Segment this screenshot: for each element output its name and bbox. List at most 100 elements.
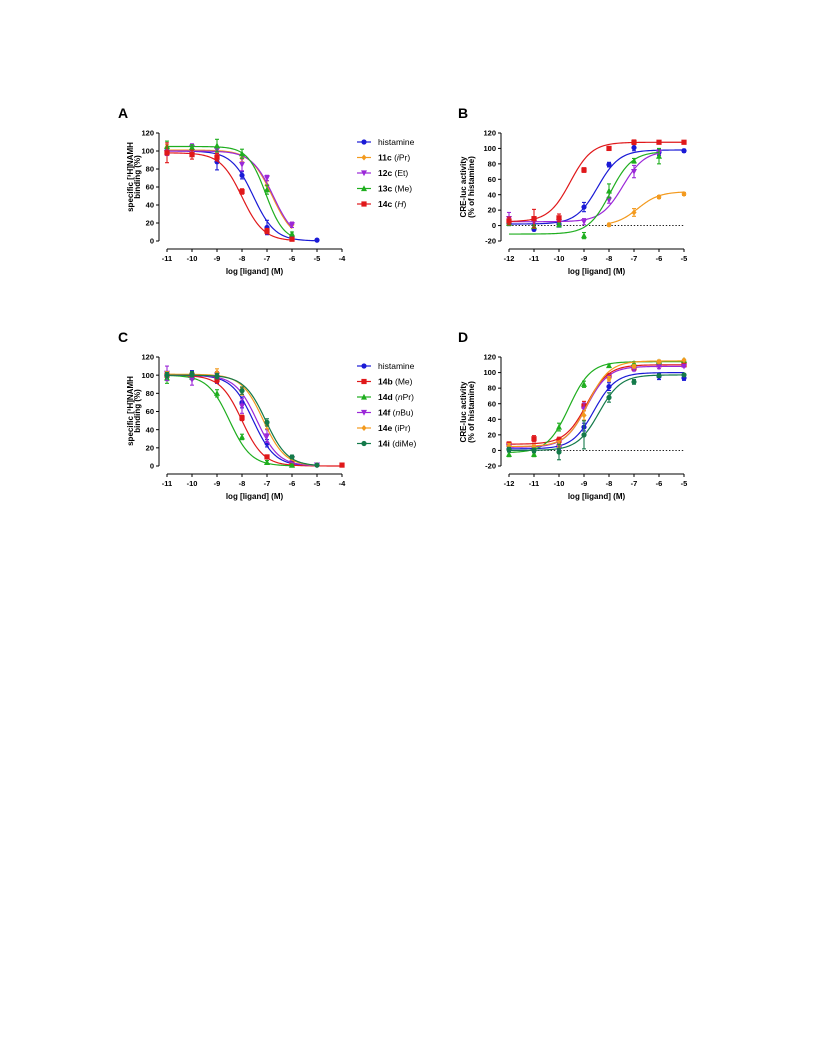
data-point xyxy=(289,230,295,237)
data-point xyxy=(506,451,512,457)
data-point xyxy=(631,157,637,164)
legend-label-part: 14c xyxy=(378,199,392,209)
fit-curve xyxy=(167,149,293,229)
data-point xyxy=(681,363,687,370)
legend-label-part: 12c xyxy=(378,168,392,178)
x-tick-label: -7 xyxy=(631,479,638,488)
data-point xyxy=(631,139,637,145)
legend-label-part: histamine xyxy=(378,361,415,371)
legend-item-14d: 14d (nPr) xyxy=(357,392,414,402)
fit-curve xyxy=(509,374,684,452)
data-point xyxy=(531,447,537,454)
fit-curve xyxy=(508,141,684,223)
data-point xyxy=(656,152,662,159)
x-tick-label: -8 xyxy=(606,479,613,488)
data-point xyxy=(681,139,687,145)
series-14d xyxy=(506,356,687,458)
legend-marker xyxy=(361,409,367,416)
data-point xyxy=(606,375,612,382)
data-point xyxy=(314,237,320,243)
data-point xyxy=(656,373,662,379)
legend-label: histamine xyxy=(378,361,415,371)
x-tick-label: -10 xyxy=(554,479,565,488)
data-point xyxy=(531,216,537,222)
legend-label: 11c (iPr) xyxy=(378,153,410,163)
legend-label-part: 14d xyxy=(378,392,393,402)
legend-item-histamine: histamine xyxy=(357,361,415,371)
x-tick-label: -7 xyxy=(264,479,271,488)
series-13c xyxy=(164,138,295,237)
data-point xyxy=(506,218,512,224)
data-point xyxy=(264,459,270,465)
x-tick-label: -8 xyxy=(239,254,246,263)
data-point xyxy=(656,139,662,145)
panel-d: D -20 0 20 40 60 80 100 120 -12 -11 -10 -9 -8 -7 -6 -5 lo… xyxy=(458,329,687,501)
series-11c xyxy=(606,190,687,228)
legend-label: 14f (nBu) xyxy=(378,408,414,418)
data-point xyxy=(606,383,612,390)
data-point xyxy=(189,144,195,150)
data-point xyxy=(239,172,245,178)
data-point xyxy=(164,150,170,156)
x-tick-label: -9 xyxy=(214,254,221,263)
legend-marker xyxy=(361,139,367,145)
y-axis-label: specific [³H]NAMH xyxy=(126,142,135,212)
data-point xyxy=(289,222,295,228)
legend-label-part: ( xyxy=(392,153,397,163)
legend-marker xyxy=(361,440,367,447)
data-point xyxy=(681,148,687,154)
y-axis-label: CRE-luc activity xyxy=(459,156,468,217)
fit-curve xyxy=(166,374,293,467)
legend-marker xyxy=(361,201,367,207)
y-tick-label: 20 xyxy=(146,443,154,452)
legend-label-part: n xyxy=(396,408,401,418)
legend-marker xyxy=(361,154,367,161)
data-point xyxy=(264,454,270,460)
legend-item-14b: 14b (Me) xyxy=(357,377,413,387)
y-axis-label: binding (%) xyxy=(133,155,142,199)
legend-marker xyxy=(361,170,367,177)
data-point xyxy=(289,236,295,242)
legend-item-histamine: histamine xyxy=(357,137,415,147)
y-tick-label: -20 xyxy=(485,237,496,246)
legend-label-part: Pr) xyxy=(399,153,411,163)
data-point xyxy=(581,219,587,225)
x-tick-label: -12 xyxy=(504,479,515,488)
legend-item-14i: 14i (diMe) xyxy=(357,439,416,449)
data-point xyxy=(189,377,195,383)
series-13c xyxy=(506,147,662,240)
legend-label-part: 14f xyxy=(378,408,390,418)
data-point xyxy=(239,433,245,440)
data-point xyxy=(214,377,220,383)
data-point xyxy=(214,390,220,396)
y-tick-label: 60 xyxy=(488,399,496,408)
fit-curve xyxy=(167,145,293,237)
data-point xyxy=(631,363,637,370)
data-point xyxy=(556,221,562,228)
data-point xyxy=(214,142,220,149)
fit-curve xyxy=(508,365,684,448)
fit-curve xyxy=(508,361,684,453)
series-14c xyxy=(164,142,295,242)
y-tick-label: 20 xyxy=(488,430,496,439)
data-point xyxy=(164,372,170,378)
panel-a: A 0 20 40 60 80 100 120 -11 -10 -9 -8 -7 -6 -5 -4 log [l… xyxy=(118,105,415,276)
legend-label: 12c (Et) xyxy=(378,168,408,178)
x-tick-label: -6 xyxy=(656,254,663,263)
y-tick-label: 80 xyxy=(488,384,496,393)
y-tick-label: 0 xyxy=(150,237,154,246)
data-point xyxy=(631,168,637,175)
x-tick-label: -6 xyxy=(656,479,663,488)
legend-label: 14e (iPr) xyxy=(378,423,411,433)
y-tick-label: 60 xyxy=(488,175,496,184)
legend-label-part: (diMe) xyxy=(390,439,417,449)
legend-label-part: Bu) xyxy=(400,408,413,418)
panel-b: B -20 0 20 40 60 80 100 120 -12 -11 -10 -9 -8 -7 -6 -5 lo… xyxy=(458,105,687,276)
y-tick-label: 80 xyxy=(146,389,154,398)
y-tick-label: 100 xyxy=(483,368,496,377)
y-tick-label: 120 xyxy=(483,353,496,362)
series-14c xyxy=(506,139,687,229)
legend-label: 13c (Me) xyxy=(378,184,412,194)
